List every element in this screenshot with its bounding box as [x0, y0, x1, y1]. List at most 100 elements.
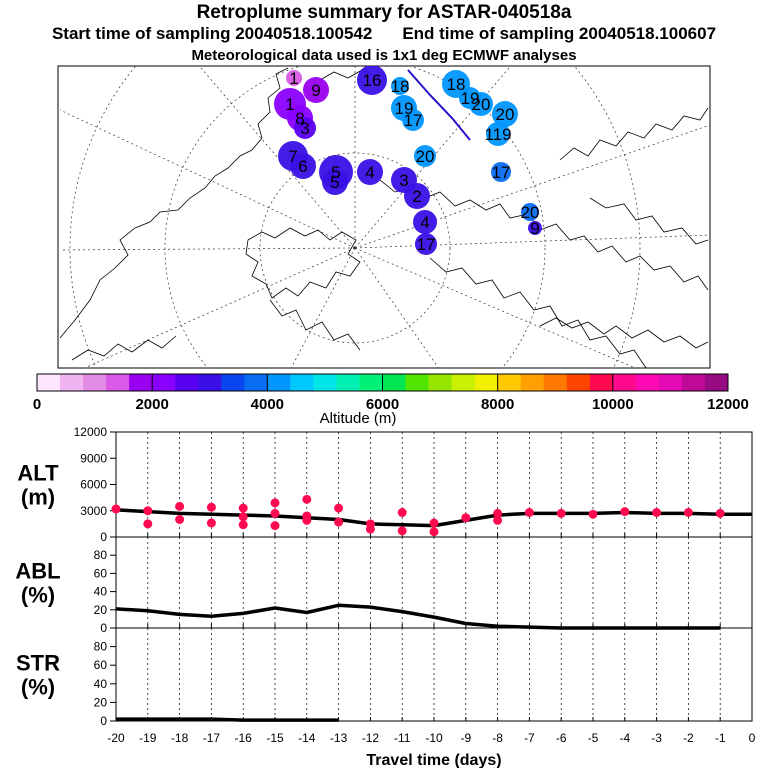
- meridian: [59, 109, 356, 249]
- colorbar-tick-label: 10000: [592, 396, 634, 413]
- colorbar-cell: [658, 374, 683, 391]
- altitude-point: [111, 504, 121, 514]
- meridian: [354, 247, 637, 368]
- colorbar-cell: [405, 374, 430, 391]
- altitude-point: [620, 507, 630, 517]
- cluster-label: 17: [417, 235, 436, 254]
- meridian: [354, 66, 512, 249]
- y-tick-label: 60: [94, 658, 108, 672]
- altitude-point: [461, 513, 471, 523]
- altitude-point: [238, 503, 248, 513]
- cluster-label: 6: [298, 157, 307, 176]
- cluster-label: 9: [530, 219, 539, 238]
- colorbar-cell: [451, 374, 476, 391]
- y-tick-label: 80: [94, 548, 108, 562]
- altitude-point: [715, 508, 725, 518]
- x-tick-label: -18: [171, 731, 189, 745]
- altitude-point: [175, 515, 185, 524]
- altitude-point: [270, 498, 280, 508]
- altitude-point: [683, 508, 693, 517]
- plume-cluster: [391, 77, 409, 95]
- x-tick-label: -17: [203, 731, 221, 745]
- altitude-point: [334, 503, 344, 513]
- x-tick-label: -19: [139, 731, 157, 745]
- cluster-label: 17: [404, 111, 423, 130]
- x-tick-label: -13: [330, 731, 348, 745]
- cluster-label: 4: [365, 163, 374, 182]
- colorbar-ticks: 0 2000 4000 6000 8000 10000 12000: [33, 374, 749, 413]
- series-line: [116, 717, 339, 722]
- y-tick-label: 9000: [80, 451, 107, 465]
- coastline: [559, 107, 709, 161]
- colorbar-cell: [566, 374, 591, 391]
- plume-cluster: [402, 109, 424, 131]
- plume-cluster: [486, 122, 510, 146]
- cluster-label: 19: [461, 89, 480, 108]
- altitude-point: [588, 509, 598, 519]
- coastline: [429, 257, 647, 368]
- x-tick-label: 0: [749, 731, 756, 745]
- meridian: [354, 234, 710, 249]
- cluster-label: 3: [300, 119, 309, 138]
- colorbar-cell: [612, 374, 637, 391]
- lat-circle: [164, 66, 546, 368]
- cluster-label: 20: [472, 95, 491, 114]
- colorbar-cell: [635, 374, 660, 391]
- x-tick-label: -20: [107, 731, 125, 745]
- colorbar-cell: [313, 374, 337, 391]
- cluster-label: 16: [363, 71, 382, 90]
- y-axis-label-line: ABL: [15, 559, 60, 584]
- cluster-label: 19: [395, 99, 414, 118]
- plume-cluster: [404, 183, 430, 209]
- cluster-label: 20: [416, 147, 435, 166]
- colorbar-cell: [589, 374, 614, 391]
- y-axis-label: ABL (%): [15, 559, 60, 608]
- y-tick-label: 20: [94, 695, 108, 709]
- y-axis-label: ALT (m): [17, 461, 59, 510]
- coastline: [589, 197, 709, 245]
- colorbar-cell: [428, 374, 453, 391]
- y-axis-label-line: (m): [21, 485, 55, 510]
- coastline: [245, 227, 361, 299]
- colorbar-cell: [106, 374, 130, 391]
- plume-cluster: [294, 117, 316, 139]
- cluster-label: 7: [288, 147, 297, 166]
- colorbar-cell: [497, 374, 522, 391]
- cluster-label: 2: [412, 187, 421, 206]
- y-tick-label: 60: [94, 566, 108, 580]
- altitude-point: [238, 512, 248, 522]
- colorbar-cell: [60, 374, 84, 391]
- x-tick-label: -14: [298, 731, 316, 745]
- altitude-point: [334, 517, 344, 527]
- colorbar-cell: [267, 374, 291, 391]
- plume-cluster: [357, 66, 387, 95]
- y-tick-label: 0: [100, 530, 107, 544]
- meridians: [59, 66, 710, 368]
- colorbar-cell: [221, 374, 245, 391]
- altitude-point: [302, 515, 312, 525]
- cluster-label: 17: [492, 163, 511, 182]
- y-tick-label: 80: [94, 640, 108, 654]
- colorbar-cell: [290, 374, 314, 391]
- y-axis-label-line: (%): [21, 583, 55, 608]
- x-tick-label: -4: [619, 731, 630, 745]
- x-tick-label: -7: [524, 731, 535, 745]
- y-tick-label: 40: [94, 677, 108, 691]
- x-tick-label: -6: [556, 731, 567, 745]
- x-tick-label: -8: [492, 731, 503, 745]
- cluster-label: 8: [295, 109, 304, 128]
- plume-cluster: [528, 221, 542, 235]
- plume-cluster: [469, 92, 493, 116]
- colorbar-cell: [520, 374, 545, 391]
- altitude-point: [429, 518, 439, 528]
- x-tick-label: -5: [588, 731, 599, 745]
- cluster-label: 1: [289, 69, 298, 88]
- meridian: [198, 66, 356, 249]
- cluster-label: 18: [447, 75, 466, 94]
- x-tick-label: -12: [362, 731, 380, 745]
- cluster-label: 5: [331, 163, 340, 182]
- plume-cluster: [414, 145, 436, 167]
